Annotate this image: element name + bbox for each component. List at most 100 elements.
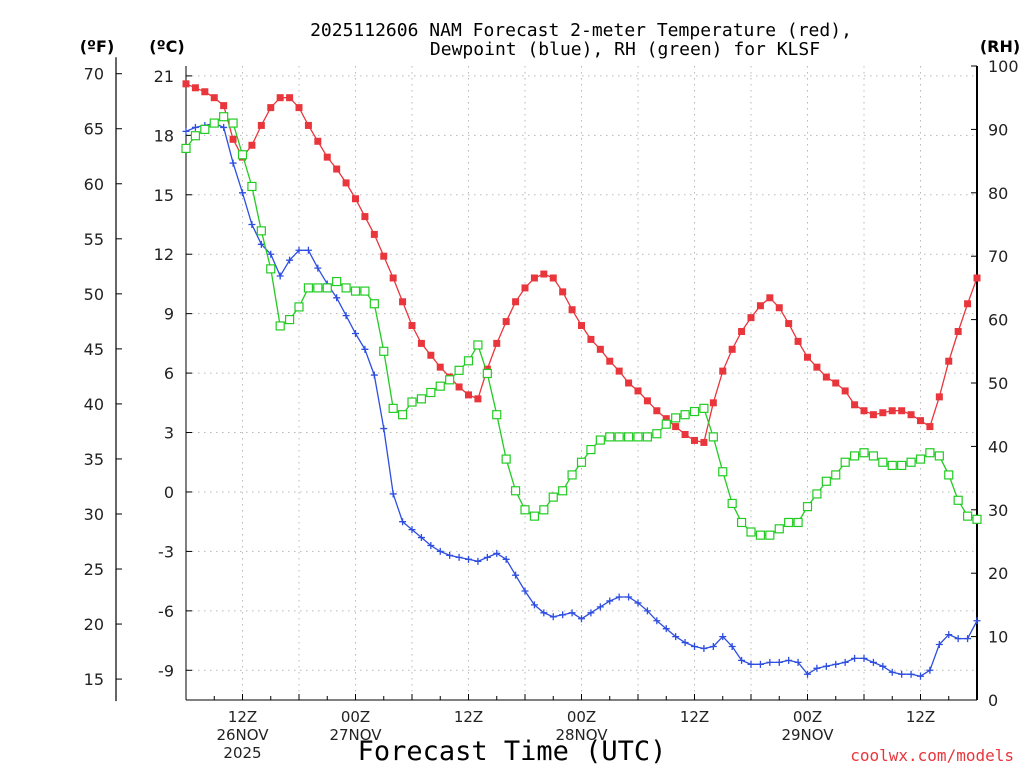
rh-point	[605, 432, 615, 442]
rh-point	[510, 486, 521, 496]
dewpoint-point	[775, 658, 783, 666]
temperature-point	[653, 407, 661, 415]
dewpoint-point	[691, 643, 698, 651]
dewpoint-point	[804, 670, 811, 678]
temperature-point	[596, 345, 604, 353]
dewpoint-point	[869, 658, 877, 666]
rh-point	[360, 286, 370, 296]
rh-point	[482, 368, 492, 379]
dewpoint-point	[578, 615, 585, 623]
x-tick-label: 00Z	[567, 708, 596, 726]
rh-point	[642, 432, 653, 442]
fahrenheit-tick-label: 50	[84, 285, 104, 304]
fahrenheit-unit-label: (ºF)	[80, 37, 115, 56]
temperature-point	[502, 318, 510, 326]
rh-point	[812, 489, 822, 499]
temperature-point	[568, 306, 576, 314]
temperature-point	[709, 399, 717, 407]
rh-point	[915, 454, 926, 464]
temperature-point	[549, 274, 557, 282]
temperature-point	[587, 335, 595, 343]
dewpoint-point	[747, 660, 755, 668]
rh-point	[247, 181, 257, 192]
x-tick-label: 12Z	[906, 708, 935, 726]
series-dewpoint	[182, 119, 981, 680]
temperature-point	[691, 436, 698, 444]
x-axis-label: Forecast Time (UTC)	[358, 736, 667, 767]
temperature-point	[417, 339, 425, 347]
celsius-tick-label: 18	[154, 126, 174, 145]
dewpoint-point	[267, 250, 275, 258]
rh-point	[680, 410, 690, 420]
temperature-point	[427, 351, 435, 359]
dewpoint-point	[643, 607, 651, 615]
data-series	[181, 80, 982, 680]
temperature-point	[220, 102, 228, 110]
temperature-point	[643, 397, 651, 405]
x-tick-label: 27NOV	[329, 726, 382, 744]
temperature-point	[559, 288, 567, 296]
dewpoint-point	[304, 246, 312, 254]
temperature-point	[465, 391, 472, 399]
dewpoint-point	[399, 518, 407, 526]
dewpoint-point	[907, 670, 915, 678]
temperature-point	[436, 363, 444, 371]
rh-point	[219, 112, 229, 122]
rh-tick-label: 80	[988, 184, 1008, 203]
temperature-point	[907, 411, 915, 419]
series-line-1	[185, 122, 978, 677]
temperature-point	[370, 230, 378, 238]
dewpoint-point	[549, 613, 557, 621]
dewpoint-point	[389, 490, 397, 498]
temperature-point	[286, 94, 294, 102]
rh-point	[369, 299, 379, 309]
dewpoint-point	[333, 294, 341, 302]
rh-point	[784, 517, 794, 528]
rh-point	[868, 451, 879, 461]
rh-point	[878, 457, 888, 467]
rh-point	[303, 283, 314, 293]
dewpoint-point	[483, 553, 491, 561]
chart-title-line-1: 2025112606 NAM Forecast 2-meter Temperat…	[310, 20, 852, 41]
temperature-point	[210, 94, 218, 102]
rh-point	[181, 143, 191, 154]
dewpoint-point	[342, 312, 350, 320]
rh-point	[755, 530, 766, 540]
rh-point	[529, 511, 540, 521]
dewpoint-point	[935, 641, 943, 649]
fahrenheit-tick-label: 45	[84, 340, 104, 359]
dewpoint-point	[530, 601, 538, 609]
temperature-point	[342, 179, 350, 187]
temperature-point	[182, 80, 190, 88]
temperature-point	[314, 137, 322, 145]
dewpoint-point	[756, 660, 764, 668]
rh-point	[341, 283, 351, 293]
rh-point	[294, 302, 304, 312]
rh-point	[322, 283, 332, 293]
dewpoint-point	[841, 658, 849, 666]
temperature-point	[380, 252, 388, 260]
dewpoint-point	[352, 329, 359, 337]
temperature-point	[785, 320, 793, 328]
temperature-point	[935, 393, 943, 401]
rh-tick-label: 70	[988, 247, 1008, 266]
rh-tick-label: 60	[988, 311, 1008, 330]
celsius-tick-label: 15	[154, 186, 174, 205]
rh-tick-label: 30	[988, 501, 1008, 520]
dewpoint-point	[653, 617, 661, 625]
dewpoint-point	[954, 635, 962, 643]
dewpoint-point	[568, 609, 576, 617]
x-tick-label: 12Z	[454, 708, 483, 726]
dewpoint-point	[286, 256, 294, 264]
series-2-meter-temperature	[182, 80, 981, 446]
temperature-point	[521, 284, 529, 292]
rh-point	[633, 432, 643, 442]
x-tick-label: 12Z	[228, 708, 257, 726]
temperature-point	[248, 141, 256, 149]
temperature-point	[493, 339, 501, 347]
rh-point	[228, 118, 238, 128]
dewpoint-point	[587, 609, 595, 617]
credit-link[interactable]: coolwx.com/models	[850, 746, 1014, 765]
rh-point	[859, 448, 869, 458]
